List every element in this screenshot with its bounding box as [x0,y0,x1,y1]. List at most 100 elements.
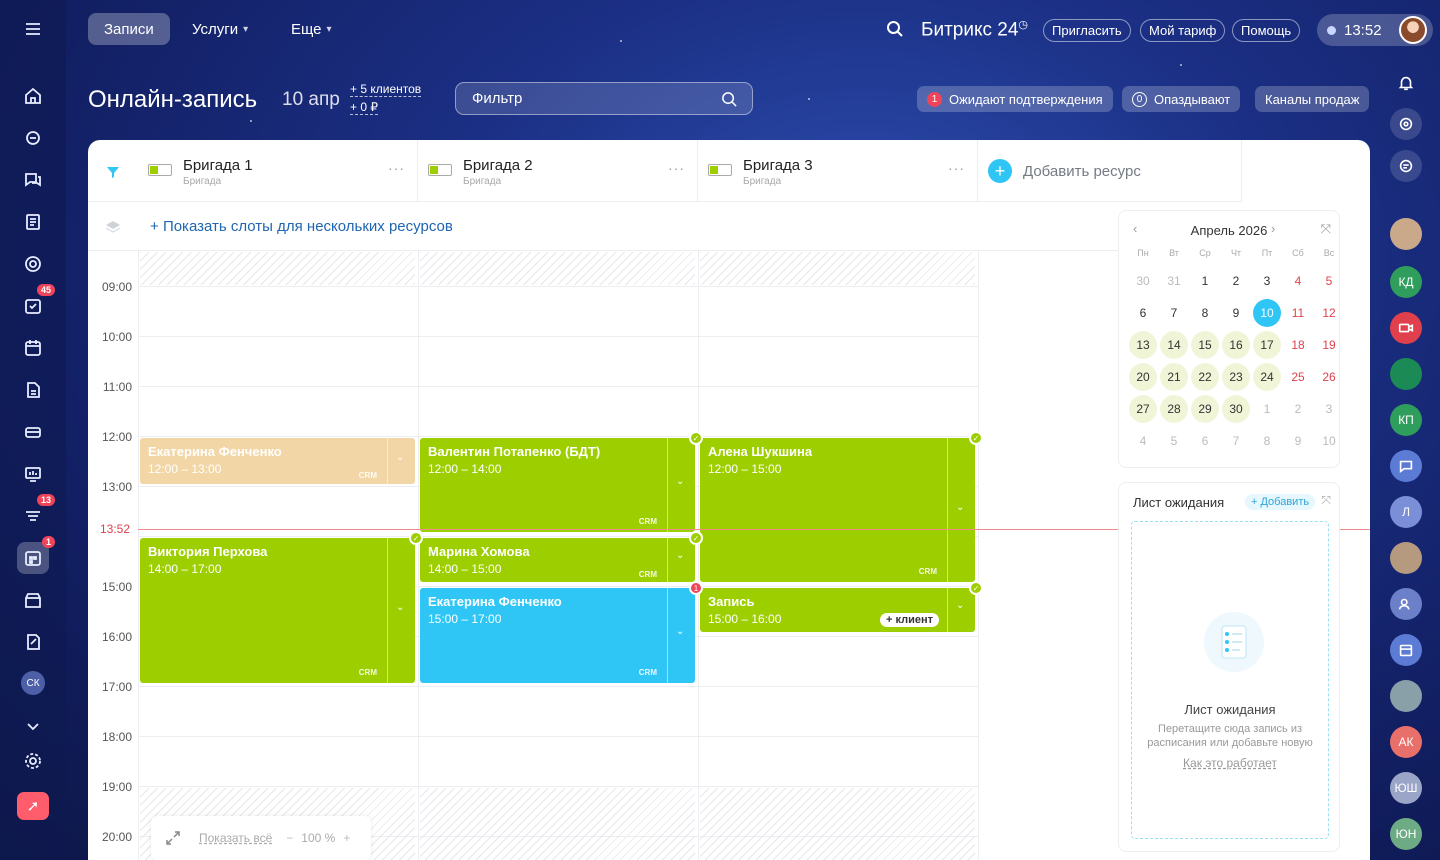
contact-avatar[interactable] [1390,218,1422,250]
event-menu[interactable]: ⌄ [947,588,975,632]
contact-avatar[interactable] [1390,542,1422,574]
calendar-day[interactable]: 4 [1294,274,1302,288]
calendar-day[interactable]: 10 [1322,434,1336,448]
calendar-day[interactable]: 23 [1222,363,1250,391]
contact-avatar[interactable]: ЮШ [1390,772,1422,804]
calendar-day[interactable]: 28 [1160,395,1188,423]
calendar-day[interactable]: 2 [1232,274,1240,288]
resource-header-3[interactable]: Бригада 3 Бригада ··· [698,140,978,202]
contact-avatar[interactable]: КП [1390,404,1422,436]
chevron-right-icon[interactable]: › [1271,221,1276,236]
chevron-left-icon[interactable]: ‹ [1133,221,1138,236]
calendar-icon[interactable] [1390,634,1422,666]
contact-avatar[interactable] [1390,358,1422,390]
more-dots-icon[interactable]: ··· [948,160,965,176]
calendar-day[interactable]: 20 [1129,363,1157,391]
booking-event[interactable]: Валентин Потапенко (БДТ) 12:00 – 14:00 ⌄… [420,438,695,532]
calendar-day[interactable]: 22 [1191,363,1219,391]
video-call-icon[interactable] [1390,312,1422,344]
more-dots-icon[interactable]: ··· [668,160,685,176]
calendar-day[interactable]: 2 [1294,402,1302,416]
booking-event[interactable]: Марина Хомова 14:00 – 15:00 ⌄ CRM [420,538,695,582]
tariff-button[interactable]: Мой тариф [1140,19,1226,42]
calendar-day[interactable]: 7 [1170,306,1178,320]
waitlist-dropzone[interactable]: Лист ожидания Перетащите сюда запись из … [1131,521,1329,839]
event-menu[interactable]: ⌄ [667,438,695,532]
chevron-down-icon[interactable] [17,710,49,742]
help-button[interactable]: Помощь [1232,19,1301,42]
nav-bookings[interactable]: Записи [88,13,170,45]
nav-more[interactable]: Еще ▾ [275,13,348,45]
show-slots-link[interactable]: + Показать слоты для нескольких ресурсов [150,218,453,235]
filter-input[interactable]: Фильтр [455,82,753,115]
calendar-day[interactable]: 26 [1322,370,1336,384]
how-it-works-link[interactable]: Как это работает [1183,756,1277,770]
late-button[interactable]: 0 Опаздывают [1122,86,1241,112]
calendar-day[interactable]: 6 [1201,434,1209,448]
nav-services[interactable]: Услуги ▾ [176,13,264,45]
calendar-day[interactable]: 8 [1201,306,1209,320]
sum-stat[interactable]: + 0 ₽ [350,100,378,115]
calendar-day[interactable]: 13 [1129,331,1157,359]
more-dots-icon[interactable]: ··· [388,160,405,176]
sites-icon[interactable] [17,416,49,448]
home-icon[interactable] [17,80,49,112]
sales-channels-button[interactable]: Каналы продаж [1255,86,1370,112]
calendar-day[interactable]: 21 [1160,363,1188,391]
add-resource-button[interactable]: + Добавить ресурс [978,140,1242,202]
tasks-icon[interactable]: 45 [17,284,55,322]
booking-event[interactable]: Екатерина Фенченко 15:00 – 17:00 ⌄ CRM [420,588,695,683]
contact-avatar[interactable] [1390,680,1422,712]
booking-event[interactable]: Екатерина Фенченко 12:00 – 13:00 ⌄ CRM [140,438,415,484]
calendar-day[interactable]: 1 [1263,402,1271,416]
zoom-in-icon[interactable]: + [343,831,351,845]
crm-icon[interactable] [17,248,49,280]
booking-event[interactable]: Виктория Перхова 14:00 – 17:00 ⌄ CRM [140,538,415,683]
search-icon[interactable] [721,91,738,108]
group-icon[interactable] [1390,588,1422,620]
invite-button[interactable]: Пригласить [1043,19,1131,42]
event-menu[interactable]: ⌄ [387,538,415,683]
calendar-day[interactable]: 30 [1222,395,1250,423]
calendar-day[interactable]: 17 [1253,331,1281,359]
contact-avatar[interactable]: ЮН [1390,818,1422,850]
event-menu[interactable]: ⌄ [947,438,975,582]
calendar-day[interactable]: 8 [1263,434,1271,448]
calendar-day[interactable]: 6 [1139,306,1147,320]
documents-icon[interactable] [17,206,49,238]
feed-icon[interactable] [17,122,49,154]
awaiting-confirmation-button[interactable]: 1 Ожидают подтверждения [917,86,1113,112]
calendar-day[interactable]: 24 [1253,363,1281,391]
waitlist-add-button[interactable]: + Добавить [1245,494,1316,510]
calendar-day[interactable]: 27 [1129,395,1157,423]
page-date[interactable]: 10 апр [282,89,340,110]
calendar-day[interactable]: 19 [1322,338,1336,352]
calendar-day[interactable]: 5 [1170,434,1178,448]
analytics-icon[interactable] [17,458,49,490]
calendar-day[interactable]: 3 [1263,274,1271,288]
event-menu[interactable]: ⌄ [667,538,695,582]
filter-funnel-icon[interactable] [105,164,121,180]
calendar-day[interactable]: 16 [1222,331,1250,359]
calendar-day[interactable]: 31 [1167,274,1181,288]
settings-gear-icon[interactable] [17,745,49,777]
calendar-day[interactable]: 9 [1232,306,1240,320]
show-all-button[interactable]: Показать всё [199,831,273,845]
clients-stat[interactable]: + 5 клиентов [350,82,422,97]
copilot-icon[interactable] [1390,150,1422,182]
calendar-day[interactable]: 12 [1322,306,1336,320]
layers-icon[interactable] [105,220,121,234]
collapse-icon[interactable]: ⤧ [1320,221,1331,236]
target-icon[interactable] [1390,108,1422,140]
profile-avatar[interactable] [1399,16,1427,44]
calendar-day[interactable]: 3 [1325,402,1333,416]
menu-icon[interactable] [17,13,49,45]
chat-group-icon[interactable] [1390,450,1422,482]
zoom-out-icon[interactable]: − [286,831,294,845]
expand-icon[interactable] [165,830,181,846]
calendar-day[interactable]: 29 [1191,395,1219,423]
calendar-day[interactable]: 4 [1139,434,1147,448]
contact-avatar[interactable]: Л [1390,496,1422,528]
chat-icon[interactable] [17,164,49,196]
resource-header-2[interactable]: Бригада 2 Бригада ··· [418,140,698,202]
